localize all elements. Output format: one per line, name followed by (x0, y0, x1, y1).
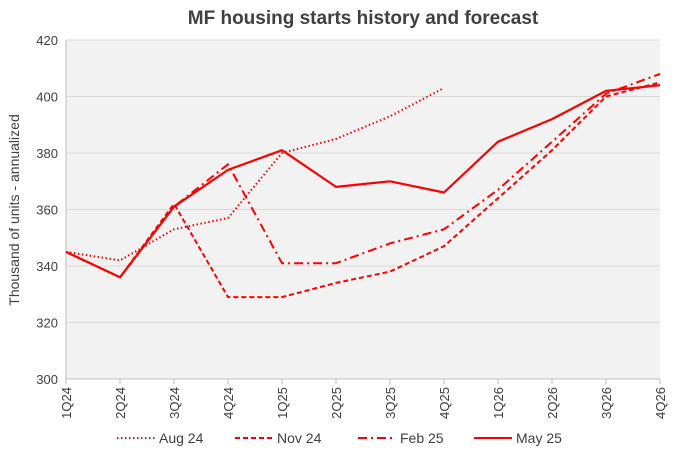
legend-label: Nov 24 (277, 430, 322, 446)
series-line-may-25 (65, 84, 661, 279)
x-tick-label: 1Q26 (491, 387, 506, 419)
chart-title: MF housing starts history and forecast (188, 8, 539, 29)
legend: Aug 24 Nov 24 Feb 25 May 25 (117, 430, 562, 446)
y-axis-title: Thousand of units - annualized (6, 114, 22, 305)
legend-label: May 25 (516, 430, 562, 446)
x-tick-label: 4Q25 (437, 387, 452, 419)
series-lines (65, 72, 661, 299)
y-tick-labels: 300 320 340 360 380 400 420 (36, 33, 58, 387)
x-tick-label: 3Q24 (167, 387, 182, 419)
y-tick-label: 300 (36, 372, 58, 387)
y-tick-label: 420 (36, 33, 58, 48)
x-tick-labels: 1Q24 2Q24 3Q24 4Q24 1Q25 2Q25 3Q25 4Q25 1Q26 2Q26… (59, 387, 668, 419)
x-tick-label: 3Q25 (383, 387, 398, 419)
series-line-nov-24 (65, 81, 661, 299)
x-tick-label: 1Q24 (59, 387, 74, 419)
legend-label: Aug 24 (159, 430, 204, 446)
y-tick-label: 360 (36, 203, 58, 218)
y-tick-label: 320 (36, 316, 58, 331)
x-tick-label: 4Q24 (221, 387, 236, 419)
y-tick-label: 380 (36, 146, 58, 161)
axes (65, 40, 661, 384)
x-tick-label: 2Q26 (545, 387, 560, 419)
x-tick-label: 2Q24 (113, 387, 128, 419)
y-tick-label: 340 (36, 259, 58, 274)
legend-label: Feb 25 (400, 430, 444, 446)
series-line-aug-24 (65, 87, 445, 262)
x-tick-label: 1Q25 (275, 387, 290, 419)
x-tick-label: 2Q25 (329, 387, 344, 419)
y-tick-label: 400 (36, 90, 58, 105)
x-tick-label: 3Q26 (599, 387, 614, 419)
x-tick-label: 4Q26 (653, 387, 668, 419)
